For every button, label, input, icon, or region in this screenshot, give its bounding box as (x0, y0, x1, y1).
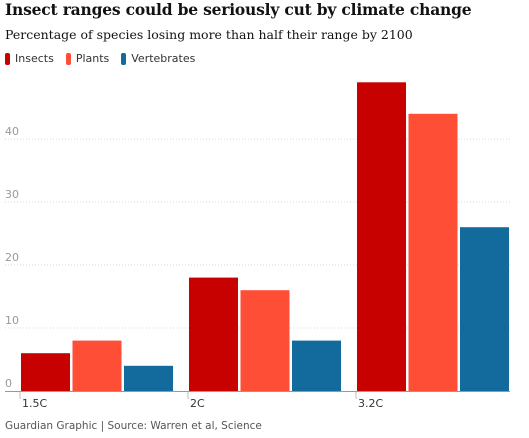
chart-title: Insect ranges could be seriously cut by … (5, 0, 472, 19)
bar-plants-3-2c (408, 113, 458, 392)
legend-label-vertebrates: Vertebrates (131, 52, 196, 65)
x-tick-label-2: 3.2C (358, 397, 383, 410)
legend-item-vertebrates: Vertebrates (121, 52, 195, 65)
legend-label-insects: Insects (15, 52, 54, 65)
source-credit: Guardian Graphic | Source: Warren et al,… (5, 420, 262, 432)
bar-plants-1-5c (72, 340, 122, 391)
bar-plants-2c (240, 290, 290, 391)
x-tick-label-1: 2C (190, 397, 205, 410)
bar-insects-1-5c (21, 353, 70, 391)
bar-vertebrates-3-2c (460, 227, 509, 391)
bar-insects-3-2c (357, 82, 406, 392)
x-tick-label-0: 1.5C (22, 397, 47, 410)
legend: Insects Plants Vertebrates (5, 52, 207, 65)
bar-insects-2c (189, 277, 238, 391)
y-tick-label-40: 40 (5, 125, 19, 138)
y-tick-label-10: 10 (5, 314, 19, 327)
y-tick-label-20: 20 (5, 251, 19, 264)
y-tick-label-30: 30 (5, 188, 19, 201)
legend-item-plants: Plants (65, 52, 110, 65)
legend-swatch-plants (65, 52, 71, 65)
legend-item-insects: Insects (5, 52, 54, 65)
legend-swatch-insects (5, 52, 10, 65)
bar-vertebrates-2c (292, 340, 341, 391)
legend-label-plants: Plants (75, 52, 110, 65)
bar-vertebrates-1-5c (124, 365, 173, 391)
legend-swatch-vertebrates (121, 52, 127, 65)
y-tick-label-0: 0 (5, 377, 12, 390)
chart-subtitle: Percentage of species losing more than h… (5, 27, 413, 42)
